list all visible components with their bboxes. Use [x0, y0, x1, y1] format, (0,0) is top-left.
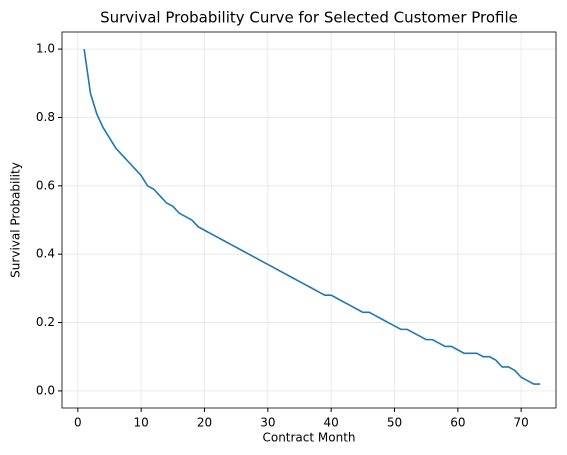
y-tick-label: 0.4	[36, 247, 55, 261]
x-tick-label: 30	[260, 416, 275, 430]
y-tick-label: 0.6	[36, 178, 55, 192]
x-tick-label: 0	[74, 416, 82, 430]
y-tick-label: 0.0	[36, 383, 55, 397]
x-tick-label: 20	[197, 416, 212, 430]
x-tick-label: 50	[387, 416, 402, 430]
y-axis-label: Survival Probability	[9, 162, 23, 278]
x-tick-label: 60	[450, 416, 465, 430]
chart-title: Survival Probability Curve for Selected …	[100, 9, 518, 27]
y-tick-label: 1.0	[36, 42, 55, 56]
line-series	[83, 48, 541, 385]
x-tick-label: 70	[514, 416, 529, 430]
x-axis-label: Contract Month	[262, 431, 355, 445]
x-tick-label: 10	[134, 416, 149, 430]
y-tick-label: 0.8	[36, 110, 55, 124]
x-tick-label: 40	[324, 416, 339, 430]
y-tick-label: 0.2	[36, 315, 55, 329]
plot-frame	[61, 31, 557, 409]
